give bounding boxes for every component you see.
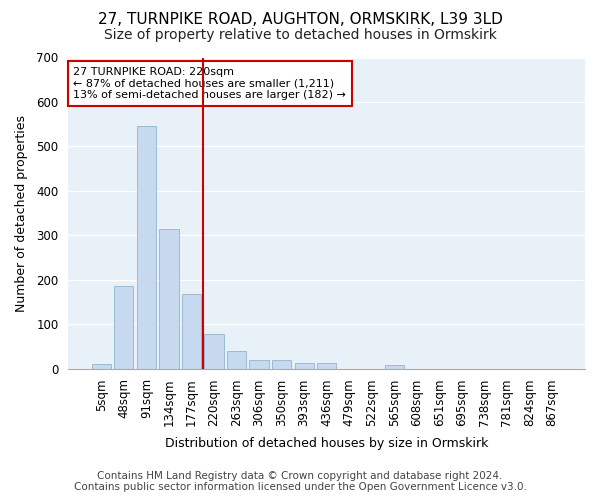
Bar <box>160 228 179 368</box>
Bar <box>205 334 224 368</box>
Text: Contains HM Land Registry data © Crown copyright and database right 2024.
Contai: Contains HM Land Registry data © Crown c… <box>74 471 526 492</box>
Bar <box>137 126 156 368</box>
Bar <box>250 360 269 368</box>
Y-axis label: Number of detached properties: Number of detached properties <box>15 114 28 312</box>
Bar <box>92 364 111 368</box>
Bar <box>115 286 133 368</box>
Bar <box>317 363 336 368</box>
Text: Size of property relative to detached houses in Ormskirk: Size of property relative to detached ho… <box>104 28 496 42</box>
Text: 27, TURNPIKE ROAD, AUGHTON, ORMSKIRK, L39 3LD: 27, TURNPIKE ROAD, AUGHTON, ORMSKIRK, L3… <box>98 12 502 28</box>
Bar <box>295 363 314 368</box>
Bar <box>227 351 246 368</box>
Text: 27 TURNPIKE ROAD: 220sqm
← 87% of detached houses are smaller (1,211)
13% of sem: 27 TURNPIKE ROAD: 220sqm ← 87% of detach… <box>73 67 346 100</box>
Bar <box>272 360 291 368</box>
Bar <box>182 294 201 368</box>
X-axis label: Distribution of detached houses by size in Ormskirk: Distribution of detached houses by size … <box>165 437 488 450</box>
Bar <box>385 365 404 368</box>
